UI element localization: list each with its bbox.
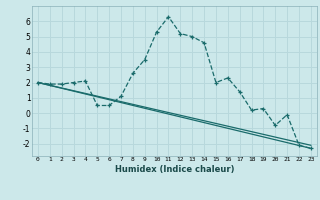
X-axis label: Humidex (Indice chaleur): Humidex (Indice chaleur): [115, 165, 234, 174]
